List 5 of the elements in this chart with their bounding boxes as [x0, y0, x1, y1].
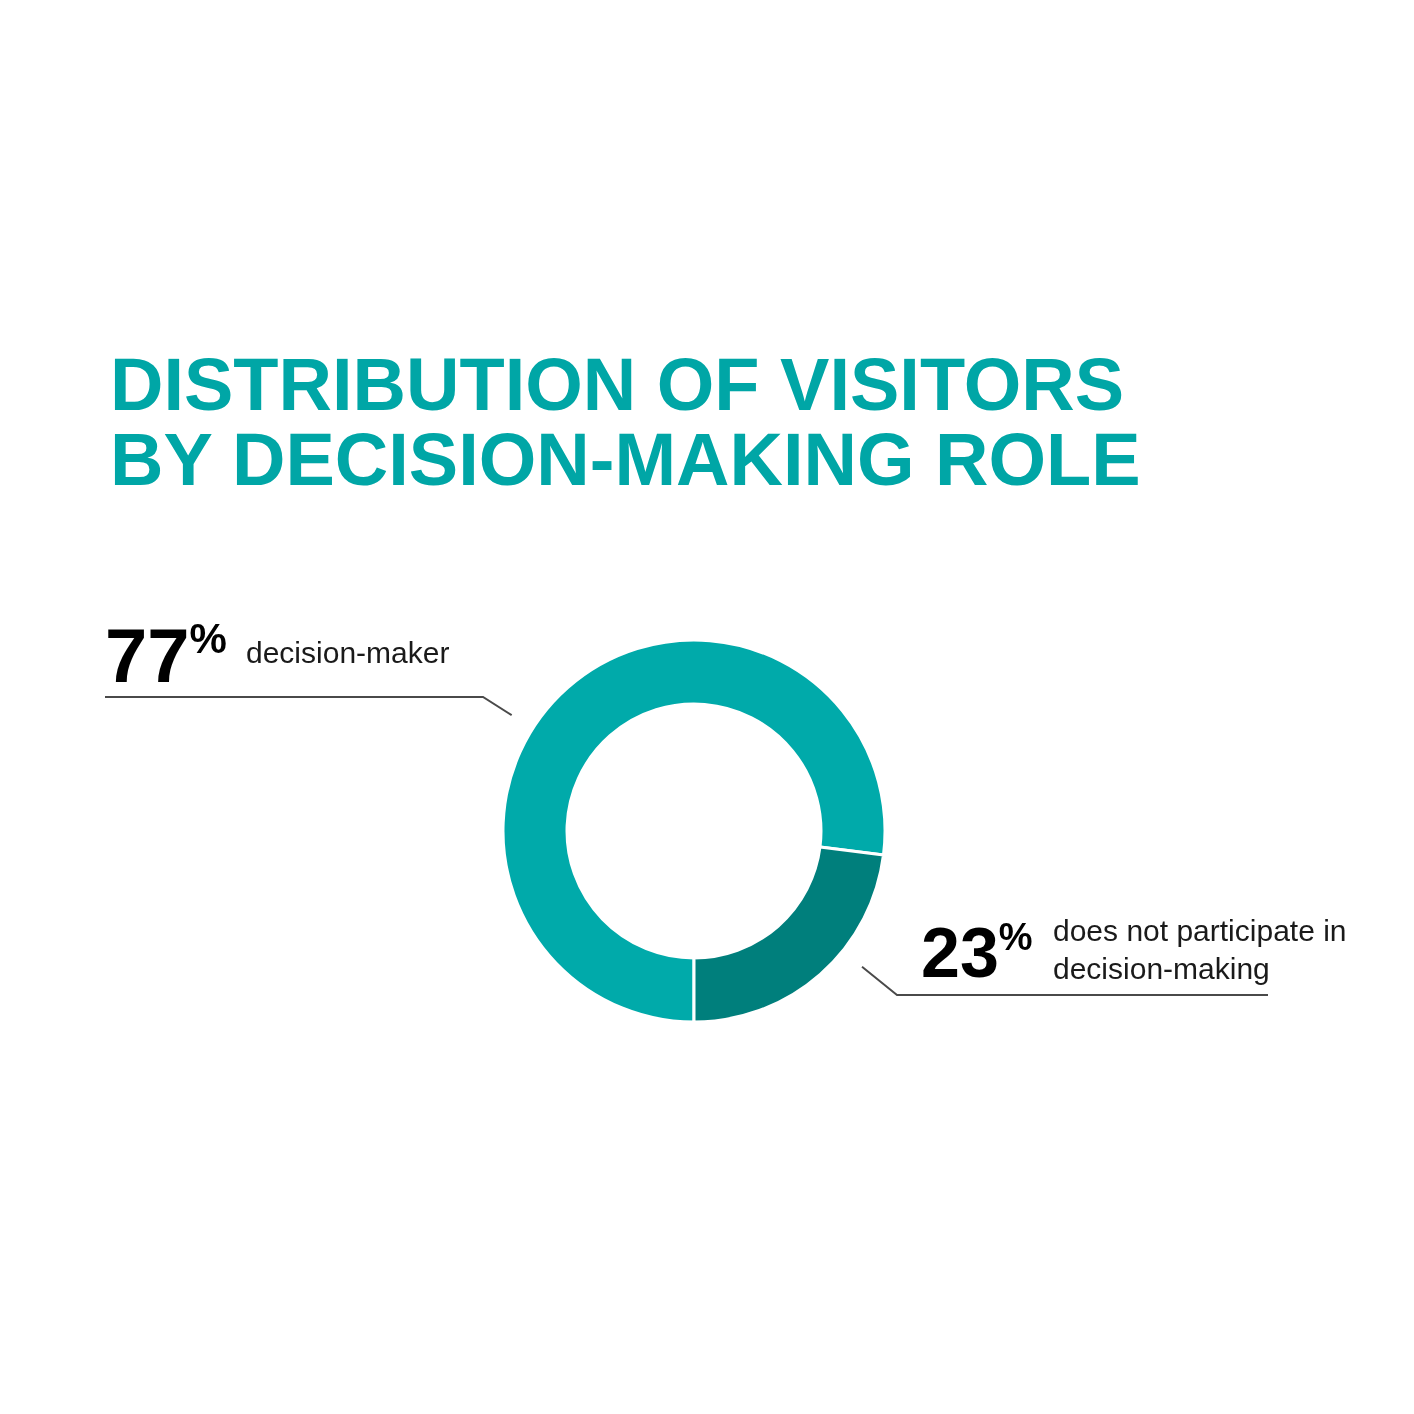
data-label: 77% — [105, 612, 227, 698]
slice-label: decision-maker — [246, 635, 450, 669]
data-label: 23% — [921, 914, 1033, 992]
slice-label: does not participate in decision-making — [1053, 913, 1347, 985]
chart-title: DISTRIBUTION OF VISITORS BY DECISION-MAKING ROLE — [110, 343, 1145, 501]
